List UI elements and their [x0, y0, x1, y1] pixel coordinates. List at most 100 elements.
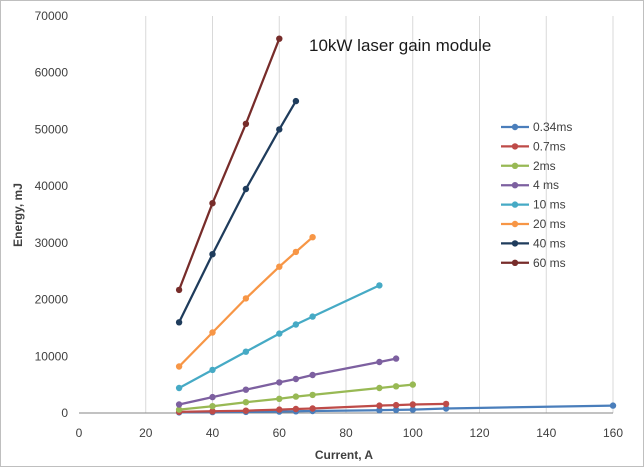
- data-point: [442, 405, 450, 412]
- legend-marker: [511, 162, 519, 169]
- data-point: [175, 319, 183, 326]
- series-line: [178, 38, 281, 291]
- data-point: [442, 400, 450, 408]
- legend-label: 20 ms: [533, 217, 566, 231]
- series-line: [178, 357, 397, 406]
- data-point: [392, 406, 400, 414]
- data-point: [175, 286, 183, 294]
- legend-marker: [511, 259, 519, 266]
- y-tick-label: 40000: [35, 179, 69, 193]
- data-point: [209, 403, 216, 410]
- y-tick-label: 10000: [35, 349, 69, 363]
- grid-lines: [145, 16, 614, 413]
- data-point: [392, 355, 400, 362]
- data-point: [242, 407, 250, 414]
- data-point: [392, 401, 400, 409]
- data-point: [209, 393, 216, 401]
- x-tick-label: 60: [273, 426, 287, 440]
- y-tick-label: 0: [61, 406, 68, 420]
- data-point: [276, 379, 283, 386]
- legend-label: 40 ms: [533, 236, 566, 250]
- legend-item: 40 ms: [501, 236, 566, 250]
- data-point: [292, 375, 300, 383]
- data-point: [292, 248, 300, 256]
- data-point: [292, 393, 300, 400]
- data-point: [376, 282, 383, 289]
- data-point: [292, 405, 300, 413]
- legend-label: 4 ms: [533, 178, 559, 192]
- data-point: [276, 126, 283, 133]
- x-tick-label: 160: [603, 426, 623, 440]
- data-point: [209, 251, 216, 258]
- data-point: [175, 401, 183, 408]
- data-point: [409, 401, 416, 408]
- series-2ms: [175, 381, 416, 413]
- x-tick-label: 140: [536, 426, 556, 440]
- data-point: [609, 402, 617, 409]
- data-point: [376, 407, 383, 414]
- legend: 0.34ms 0.7ms 2ms 4 ms 10 ms 20 ms 40 ms 60 ms: [501, 120, 572, 270]
- x-tick-label: 120: [469, 426, 489, 440]
- x-tick-label: 20: [139, 426, 153, 440]
- legend-label: 0.34ms: [533, 120, 572, 134]
- data-point: [309, 313, 316, 320]
- legend-marker: [511, 201, 519, 208]
- data-point: [242, 185, 250, 193]
- legend-marker: [511, 182, 519, 189]
- series-line: [179, 402, 447, 414]
- legend-item: 2ms: [501, 159, 556, 173]
- series-10-ms: [175, 282, 383, 392]
- data-point: [309, 405, 316, 412]
- y-tick-label: 50000: [35, 122, 69, 136]
- legend-marker: [511, 123, 519, 131]
- chart-title: 10kW laser gain module: [309, 36, 491, 55]
- data-point: [175, 384, 183, 392]
- data-point: [309, 371, 316, 379]
- data-point: [276, 330, 283, 337]
- data-point: [376, 384, 383, 392]
- series-layer: [175, 35, 617, 416]
- y-tick-label: 30000: [35, 236, 69, 250]
- series-40-ms: [175, 97, 300, 326]
- data-point: [175, 406, 183, 413]
- x-tick-label: 80: [339, 426, 353, 440]
- legend-marker: [511, 143, 519, 150]
- y-tick-label: 20000: [35, 293, 69, 307]
- legend-label: 60 ms: [533, 256, 566, 270]
- legend-item: 60 ms: [501, 256, 566, 270]
- data-point: [276, 35, 283, 42]
- data-point: [209, 408, 216, 415]
- y-tick-label: 60000: [35, 66, 69, 80]
- series-line: [178, 100, 297, 323]
- data-point: [276, 263, 283, 270]
- x-axis-title: Current, A: [315, 448, 374, 462]
- data-point: [409, 381, 416, 388]
- legend-marker: [511, 220, 519, 228]
- series-20-ms: [175, 234, 316, 370]
- legend-label: 0.7ms: [533, 139, 566, 153]
- data-point: [376, 358, 383, 366]
- data-point: [209, 329, 216, 336]
- legend-marker: [511, 240, 519, 247]
- x-tick-labels: 0 20 40 60 80 100 120 140 160: [76, 426, 624, 440]
- data-point: [376, 402, 383, 409]
- data-point: [292, 97, 300, 105]
- y-tick-label: 70000: [35, 9, 69, 23]
- legend-item: 4 ms: [501, 178, 559, 192]
- data-point: [276, 406, 283, 413]
- data-point: [309, 234, 316, 241]
- series-4-ms: [175, 355, 400, 408]
- series-60-ms: [175, 35, 283, 294]
- x-tick-label: 40: [206, 426, 220, 440]
- data-point: [242, 386, 250, 393]
- legend-item: 20 ms: [501, 217, 566, 231]
- data-point: [242, 399, 250, 406]
- data-point: [175, 363, 183, 370]
- data-point: [292, 321, 300, 328]
- x-tick-label: 0: [76, 426, 83, 440]
- data-point: [392, 383, 400, 390]
- data-point: [409, 406, 416, 413]
- series-line: [178, 236, 314, 368]
- y-tick-labels: 0 10000 20000 30000 40000 50000 60000 70000: [35, 9, 69, 420]
